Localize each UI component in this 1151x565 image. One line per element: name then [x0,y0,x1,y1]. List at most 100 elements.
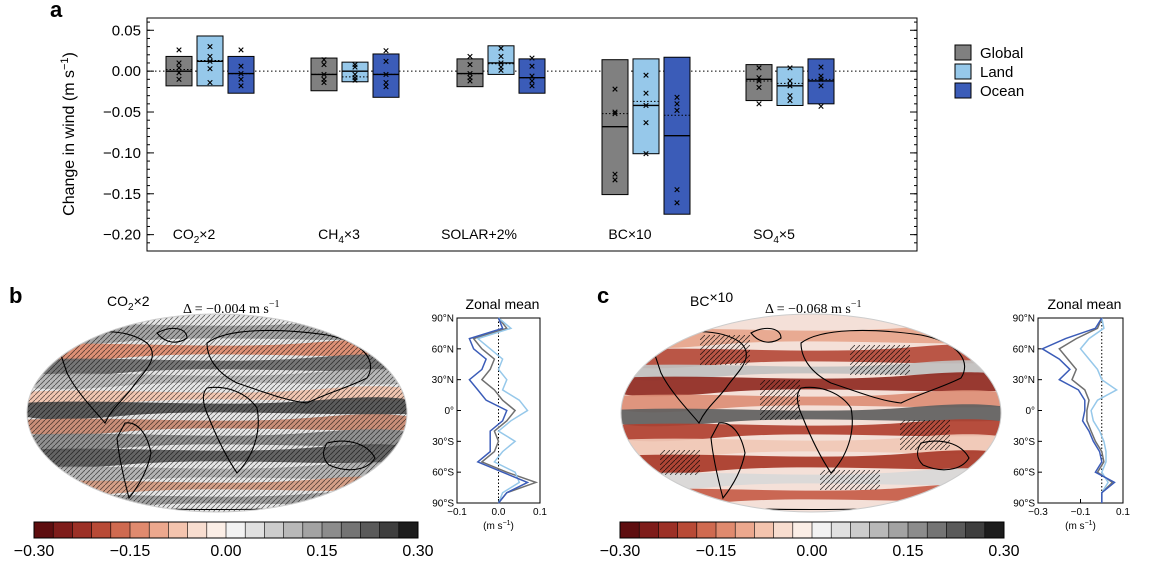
box-ocean [518,58,546,94]
data-point-marker [787,92,793,99]
data-point-marker [467,53,473,60]
zonal-x-tick-label: −0.3 [1028,507,1048,518]
data-point-marker [756,84,762,91]
panel-a-ylabel: Change in wind (m s−1) [59,52,78,216]
data-point-marker [498,67,504,74]
svg-text:Change in wind (m s−1): Change in wind (m s−1) [59,52,78,216]
data-point-marker [352,64,358,70]
group-label-tail: ×3 [344,226,360,242]
colorbar-tick-label: −0.15 [696,543,737,560]
data-point-marker [529,73,535,79]
zonal-y-tick-label: 30°S [1013,437,1035,448]
zonal-y-tick-label: 30°S [432,437,454,448]
data-point-marker [238,47,244,53]
data-point-marker [176,70,182,76]
legend-label-ocean: Ocean [980,83,1024,100]
data-point-marker [383,71,389,78]
colorbar-swatch [130,522,150,538]
colorbar-swatch [908,522,928,538]
data-point-marker [529,78,535,84]
panel-a-label: a [50,0,63,22]
group-label: CO2×2 [173,226,216,246]
group-label-sub: 2 [194,235,200,246]
data-point-marker [321,79,327,86]
continent-outline [202,386,259,474]
continent-outline [796,386,853,474]
colorbar-swatch [379,522,400,538]
data-point-marker [207,65,213,72]
data-point-marker [787,78,793,84]
group-label-main: SOLAR+2% [441,226,517,242]
data-point-marker [467,70,473,77]
data-point-marker [498,60,504,66]
colorbar-swatch [869,522,890,538]
data-point-marker [674,94,680,100]
colorbar-swatch [341,522,361,538]
significance-hatch [760,380,800,420]
data-point-marker [352,77,358,83]
data-point-marker [176,47,182,53]
continent-outline [800,329,966,404]
y-tick-label: −0.05 [103,104,141,121]
panel-a-group-labels: CO2×2 CH4×3 SOLAR+2% BC×10 SO4×5 [173,226,795,246]
colorbar-swatch [110,522,131,538]
zonal-line-land [1079,317,1119,503]
colorbar-swatch [206,522,227,538]
y-tick-label: −0.20 [103,227,141,244]
y-tick-label: 0.05 [112,22,141,39]
colorbar-swatch [792,522,813,538]
colorbar-swatch [773,522,794,538]
panel-b-map [26,313,408,513]
data-point-marker [238,70,244,77]
continent-outline [710,422,746,500]
colorbar-swatch [620,522,640,538]
zonal-x-tick-label: −0.1 [1071,507,1091,518]
group-label-tail: ×2 [199,226,215,242]
panel-a-frame [146,17,918,252]
zonal-y-tick-label: 0° [1025,406,1035,417]
colorbar-swatch [322,522,342,538]
legend-swatch-land [954,63,972,80]
colorbar-tick-label: 0.15 [892,543,923,560]
zonal-y-tick-label: 30°N [1013,375,1035,386]
data-point-marker [238,63,244,69]
group-label-main: BC [608,226,627,242]
zonal-y-tick-label: 0° [444,406,454,417]
colorbar-swatch [226,522,246,538]
box-global [456,58,484,88]
group-label-main: CH [318,226,338,242]
y-tick-label: −0.15 [103,186,141,203]
legend-label-global: Global [980,45,1023,62]
colorbar-swatch [245,522,265,538]
data-point-marker [818,103,824,109]
data-point-marker [612,109,618,115]
data-point-marker [467,78,473,84]
data-point-marker [612,171,618,177]
zonal-y-tick-label: 90°S [1013,499,1035,510]
legend-swatch-ocean [954,82,972,99]
data-point-marker [756,78,762,84]
colorbar-swatch [677,522,698,538]
significance-hatch [850,345,910,375]
zonal-line-ocean [468,317,530,504]
data-point-marker [176,76,182,83]
zonal-line-land [476,317,529,504]
zonal-y-tick-label: 60°N [1013,344,1035,355]
colorbar-tick-label: −0.15 [110,543,151,560]
continent-outline [750,327,782,343]
map-field-band [621,360,1001,381]
box-ocean [227,55,255,94]
zonal-title: Zonal mean [1048,296,1122,312]
data-point-marker [674,101,680,107]
group-label-sub: 4 [338,235,344,246]
group-label-sub: 4 [773,235,779,246]
data-point-marker [321,71,327,78]
zonal-y-tick-label: 60°S [432,468,454,479]
significance-hatch [660,450,700,475]
colorbar-swatch [639,522,659,538]
colorbar-tick-label: 0.15 [306,543,337,560]
zonal-y-tick-label: 90°S [432,499,454,510]
colorbar-swatch [831,522,851,538]
y-tick-label: 0.00 [112,63,141,80]
data-point-marker [756,101,762,107]
